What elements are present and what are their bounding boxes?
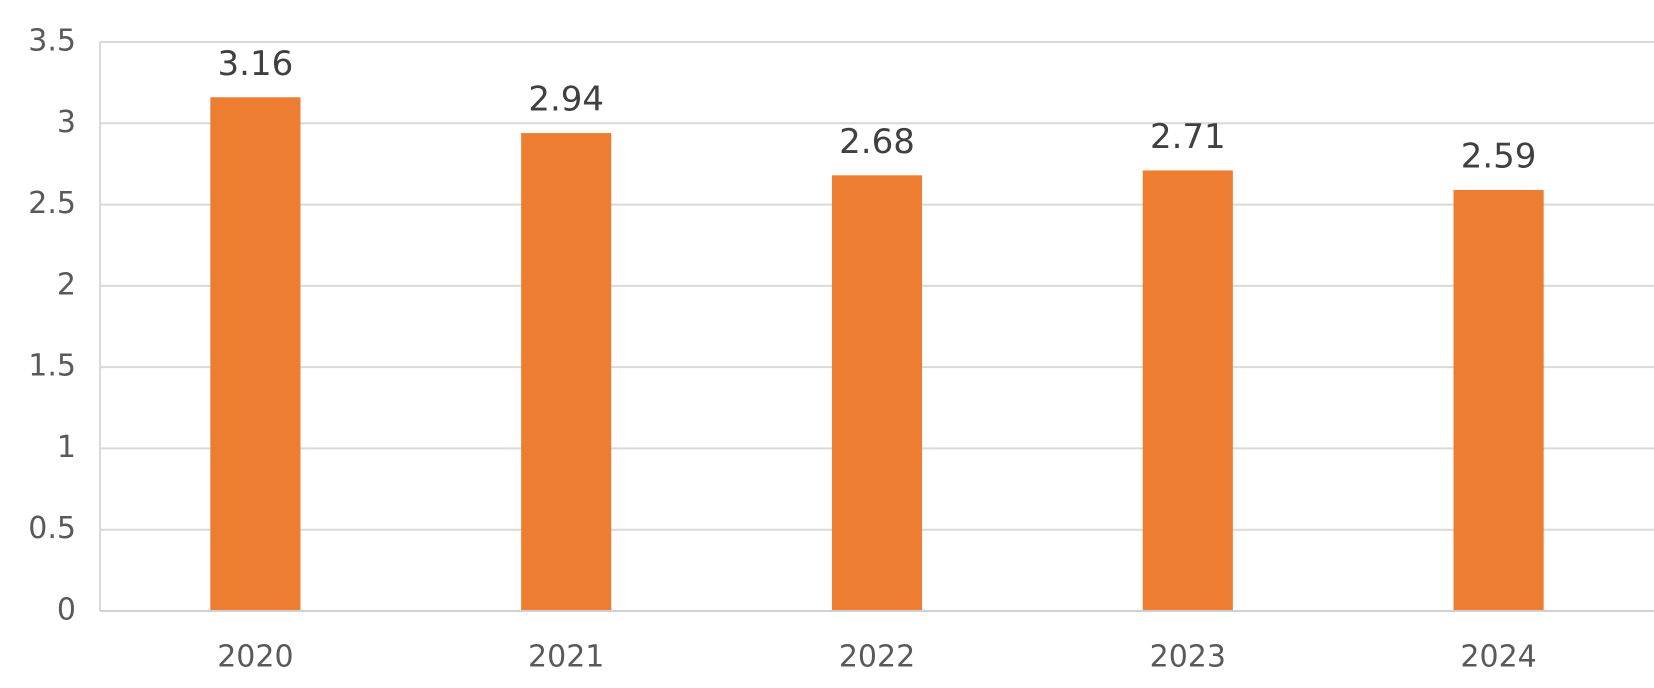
bar (1142, 170, 1233, 611)
x-tick-label: 2020 (217, 640, 293, 675)
y-tick-label: 0.5 (28, 511, 76, 546)
x-tick-label: 2021 (528, 640, 604, 675)
bar (831, 175, 923, 611)
y-tick-label: 0 (57, 593, 76, 628)
y-tick-label: 1 (57, 430, 76, 465)
value-label: 2.59 (1461, 136, 1537, 176)
x-tick-label: 2023 (1150, 640, 1226, 675)
y-tick-label: 3 (57, 105, 76, 140)
x-tick-label: 2024 (1460, 640, 1536, 675)
value-label: 2.94 (528, 80, 604, 120)
x-tick-label: 2022 (839, 640, 915, 675)
bar (521, 133, 612, 612)
bar (1453, 189, 1544, 611)
value-label: 2.68 (839, 122, 915, 162)
y-tick-label: 1.5 (28, 349, 76, 384)
y-tick-label: 2 (57, 267, 76, 302)
bar (210, 97, 301, 611)
y-tick-label: 3.5 (28, 24, 76, 59)
value-label: 3.16 (218, 44, 294, 84)
value-label: 2.71 (1150, 117, 1226, 157)
y-tick-label: 2.5 (28, 186, 76, 221)
